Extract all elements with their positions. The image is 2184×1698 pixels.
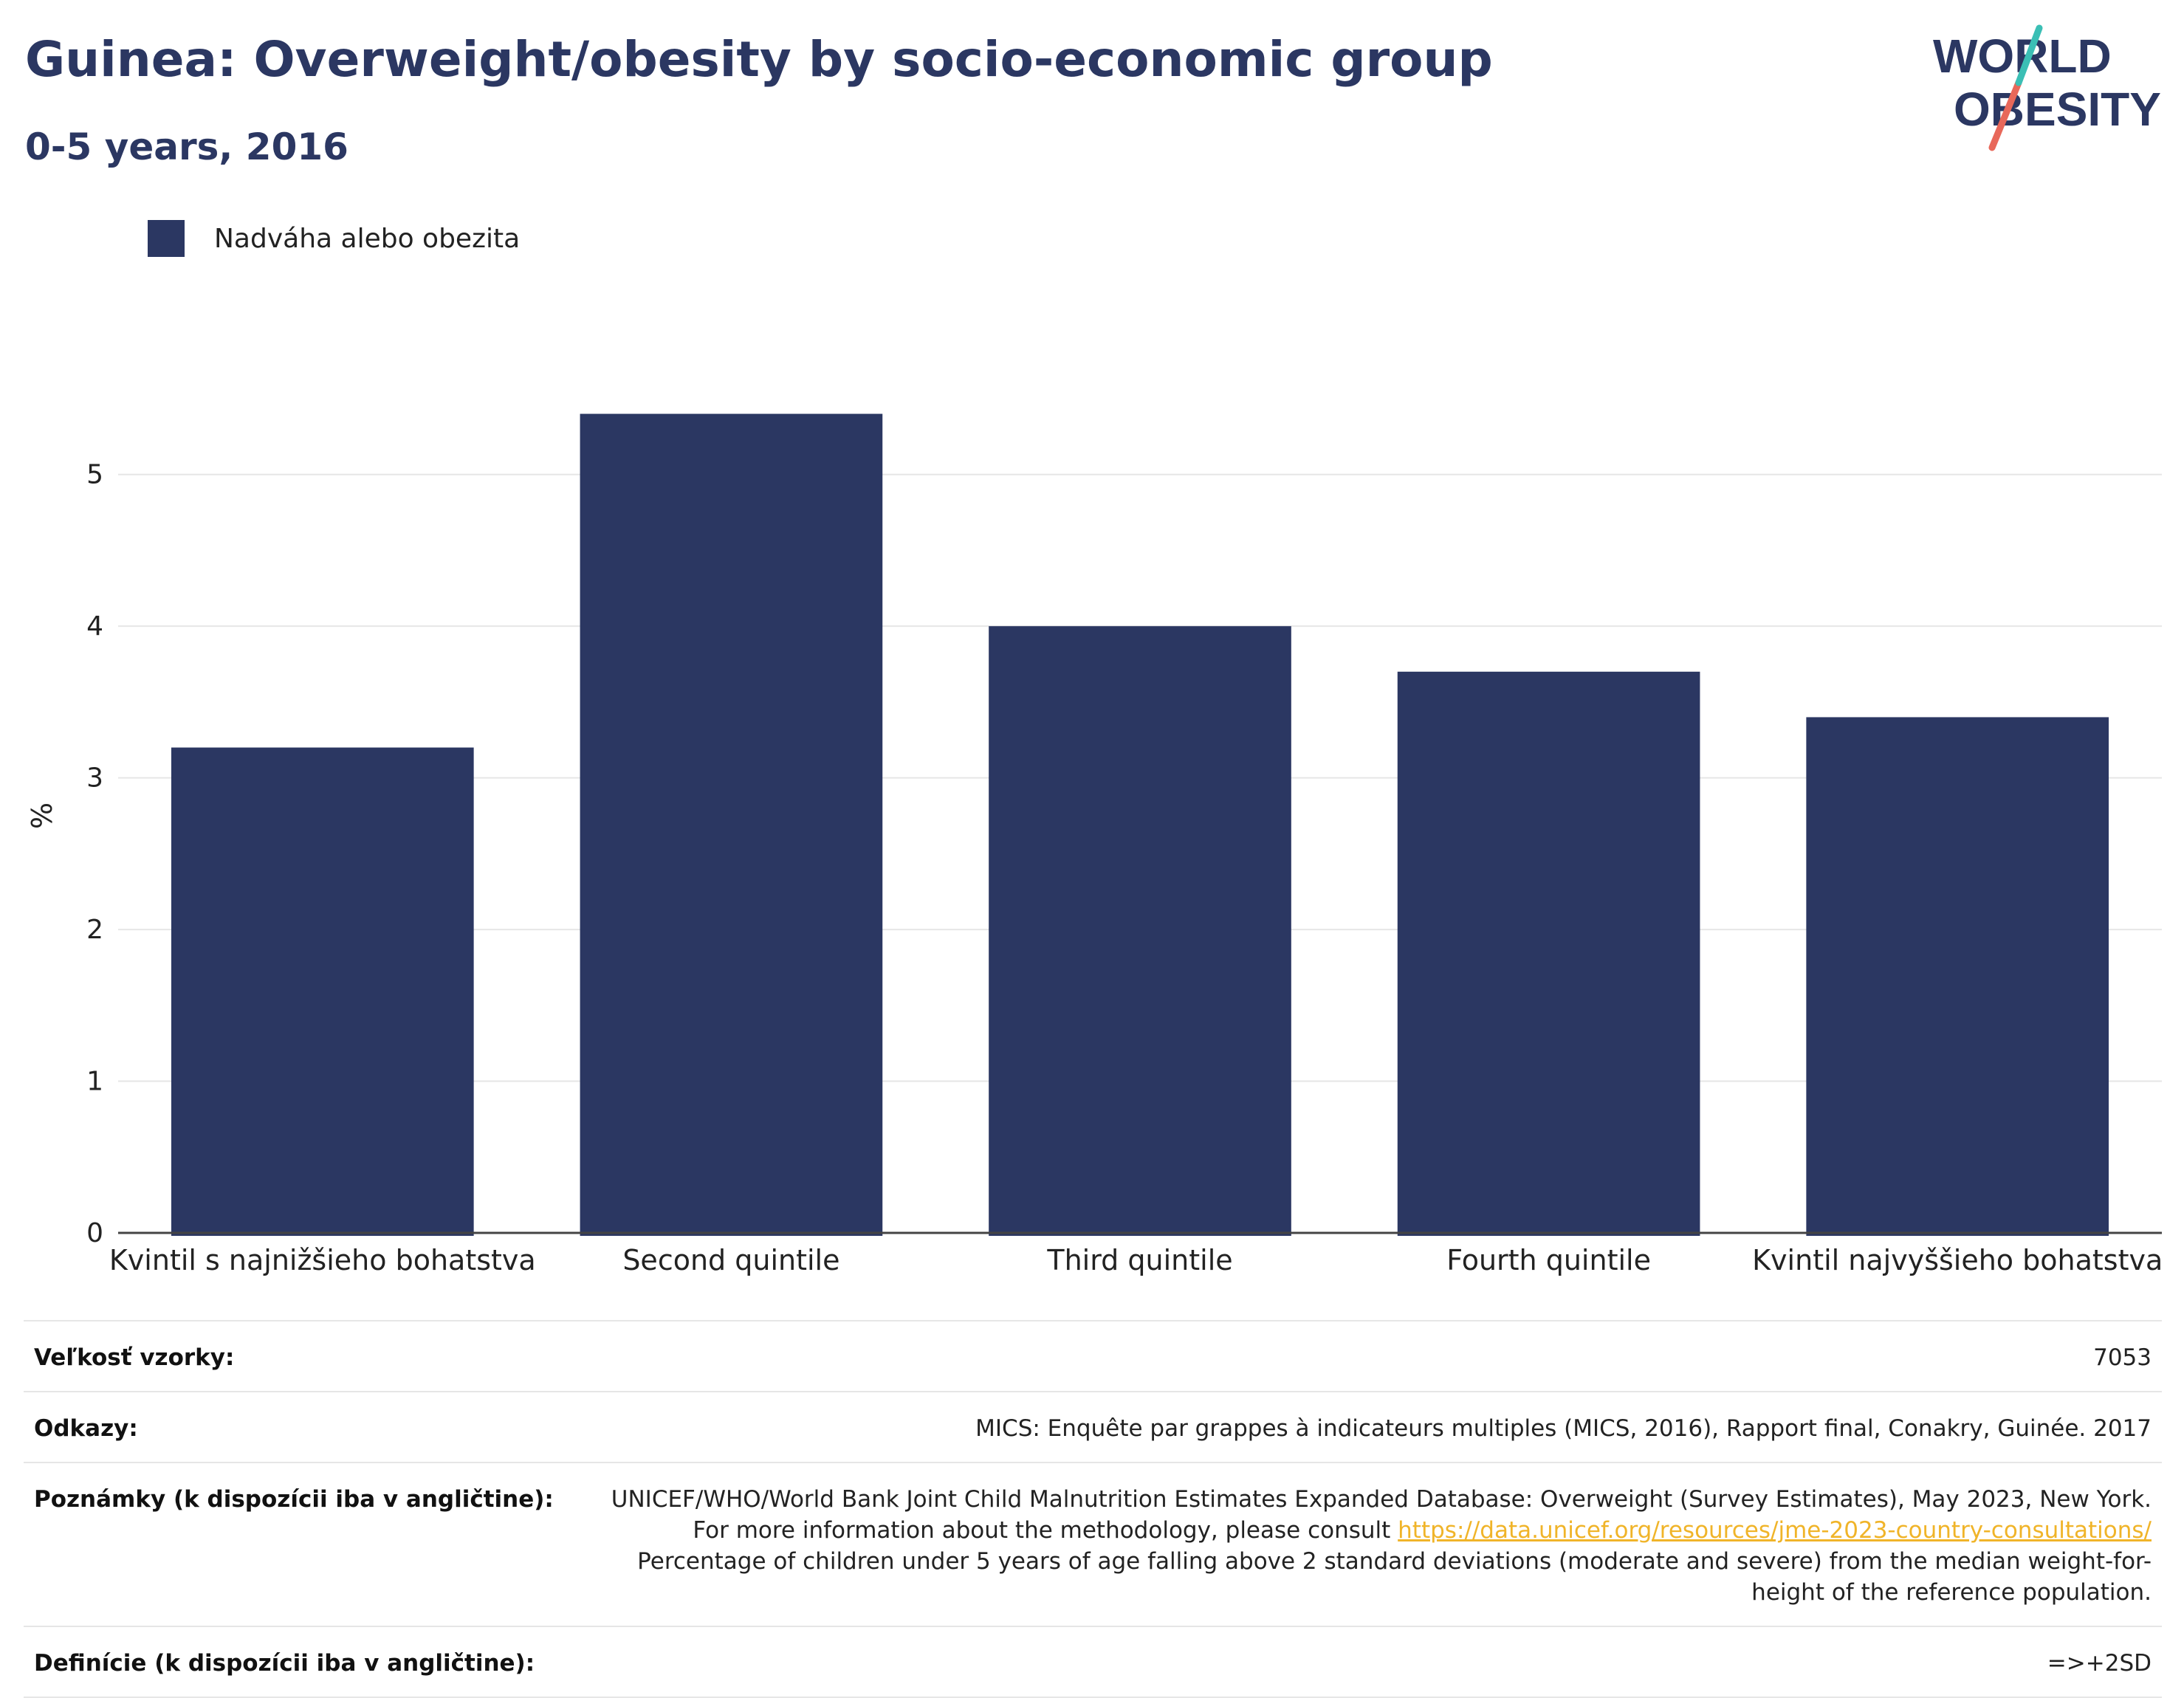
notes-label: Poznámky (k dispozícii iba v angličtine)… [34,1486,554,1513]
info-row-references: Odkazy: MICS: Enquête par grappes à indi… [24,1391,2162,1462]
y-tick-label: 3 [86,763,103,794]
y-tick-label: 1 [86,1067,103,1097]
x-tick-label: Second quintile [622,1244,839,1276]
references-value: MICS: Enquête par grappes à indicateurs … [975,1415,2152,1442]
bar [171,747,474,1236]
y-axis-label: % [26,802,58,829]
y-tick-label: 0 [86,1218,103,1248]
info-row-notes: Poznámky (k dispozícii iba v angličtine)… [24,1462,2162,1626]
x-tick-label: Fourth quintile [1446,1244,1651,1276]
bar [1806,717,2109,1236]
x-tick-label: Third quintile [1046,1244,1232,1276]
x-tick-label: Kvintil s najnižšieho bohatstva [109,1244,536,1276]
info-table: Veľkosť vzorky: 7053 Odkazy: MICS: Enquê… [24,1320,2162,1698]
y-tick-label: 2 [86,915,103,945]
svg-text:OBESITY: OBESITY [1954,83,2161,136]
x-tick-label: Kvintil najvyššieho bohatstva [1752,1244,2163,1276]
bar [1397,671,1700,1236]
sample-size-label: Veľkosť vzorky: [34,1344,235,1371]
info-row-definitions: Definície (k dispozícii iba v angličtine… [24,1626,2162,1698]
definitions-value: =>+2SD [2047,1650,2152,1677]
info-row-sample-size: Veľkosť vzorky: 7053 [24,1320,2162,1391]
y-tick-label: 4 [86,611,103,642]
references-label: Odkazy: [34,1415,138,1442]
chart-title: Guinea: Overweight/obesity by socio-econ… [25,31,1493,88]
definitions-label: Definície (k dispozícii iba v angličtine… [34,1650,535,1677]
sample-size-value: 7053 [2093,1344,2152,1371]
notes-value: UNICEF/WHO/World Bank Joint Child Malnut… [608,1484,2152,1608]
legend: Nadváha alebo obezita [148,219,520,258]
bar-chart: 0 1 2 3 4 5% Kvintil s najnižšieho bohatstva Se… [26,413,2163,1276]
bar [989,626,1291,1236]
world-obesity-logo: WORLD OBESITY [1933,24,2161,151]
y-tick-label: 5 [86,460,103,490]
legend-swatch [148,220,185,257]
notes-text-after: Percentage of children under 5 years of … [637,1548,2152,1606]
notes-text: UNICEF/WHO/World Bank Joint Child Malnut… [611,1486,2152,1544]
methodology-link[interactable]: https://data.unicef.org/resources/jme-20… [1398,1517,2152,1544]
bar [580,413,883,1237]
legend-label: Nadváha alebo obezita [214,223,521,254]
chart-subtitle: 0-5 years, 2016 [25,126,348,168]
